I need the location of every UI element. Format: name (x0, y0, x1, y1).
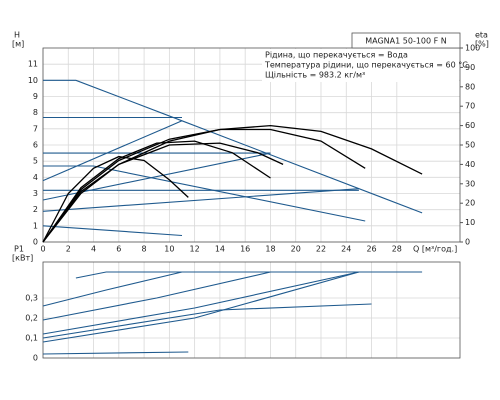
y-tick-label: 0 (33, 238, 38, 247)
x-tick-label: 0 (40, 245, 45, 254)
plot-frame (42, 261, 461, 359)
x-tick-label: 16 (240, 245, 250, 254)
curve (42, 271, 360, 343)
x-tick-label: 26 (366, 245, 376, 254)
curve (42, 303, 372, 339)
x-tick-label: 4 (91, 245, 96, 254)
curve (43, 165, 366, 222)
y2-tick-label: 90 (465, 63, 475, 72)
header: MAGNA1 50-100 F N (365, 37, 447, 46)
x-tick-label: 2 (66, 245, 71, 254)
y2-tick-label: 80 (465, 82, 475, 91)
curve (42, 225, 183, 237)
y-tick-label: 0 (33, 354, 38, 363)
y2-tick-label: 0 (465, 238, 470, 247)
x-label: Q [м³/год.] (413, 245, 457, 254)
curve (42, 142, 284, 243)
y2-tick-label: 100 (465, 44, 480, 53)
y2-tick-label: 50 (465, 141, 475, 150)
y-tick-label: 5 (33, 157, 38, 166)
annotation: Щільність = 983.2 кг/м³ (265, 71, 365, 80)
curve (42, 271, 183, 307)
x-tick-label: 12 (190, 245, 200, 254)
curve (42, 271, 360, 335)
x-tick-label: 28 (392, 245, 402, 254)
y-tick-label: 9 (33, 92, 38, 101)
curve (42, 188, 359, 212)
x-tick-label: 10 (164, 245, 174, 254)
y2-unit: [%] (475, 40, 489, 49)
y2-tick-label: 40 (465, 160, 475, 169)
curve (42, 120, 183, 182)
y-tick-label: 4 (33, 173, 38, 182)
y-tick-label: 8 (33, 108, 38, 117)
curve (75, 271, 423, 279)
y-tick-label: 3 (33, 189, 38, 198)
y2-label: eta (475, 31, 488, 40)
y-tick-label: 6 (33, 141, 38, 150)
y-unit: [кВт] (12, 254, 33, 263)
plot-area (43, 262, 460, 358)
y2-tick-label: 30 (465, 179, 475, 188)
x-tick-label: 8 (142, 245, 147, 254)
x-tick-label: 18 (265, 245, 275, 254)
y2-tick-label: 20 (465, 199, 475, 208)
x-tick-label: 24 (341, 245, 351, 254)
y-tick-label: 10 (28, 76, 38, 85)
x-tick-label: 6 (116, 245, 121, 254)
y2-tick-label: 70 (465, 102, 475, 111)
y-tick-label: 0,2 (25, 314, 38, 323)
annotation: Температура рідини, що перекачується = 6… (264, 61, 468, 70)
curve (43, 79, 423, 214)
curve (42, 271, 271, 321)
x-tick-label: 22 (316, 245, 326, 254)
curve (42, 351, 189, 355)
y2-tick-label: 60 (465, 121, 475, 130)
x-tick-label: 14 (215, 245, 225, 254)
y-tick-label: 0,1 (25, 334, 38, 343)
curve (42, 140, 271, 243)
annotation: Рідина, що перекачується = Вода (265, 51, 408, 60)
y-tick-label: 7 (33, 124, 38, 133)
y-tick-label: 0,3 (25, 294, 38, 303)
x-tick-label: 20 (291, 245, 301, 254)
annotation-box (262, 49, 459, 82)
y-tick-label: 1 (33, 221, 38, 230)
header-box (351, 32, 461, 49)
curve (42, 128, 366, 243)
y2-tick-label: 10 (465, 218, 475, 227)
y-unit: [м] (12, 40, 24, 49)
y-tick-label: 11 (28, 60, 38, 69)
y-label: H (14, 31, 20, 40)
plot-frame (42, 47, 461, 243)
y-label: P1 (14, 245, 24, 254)
y-tick-label: 2 (33, 205, 38, 214)
curve (42, 155, 189, 243)
